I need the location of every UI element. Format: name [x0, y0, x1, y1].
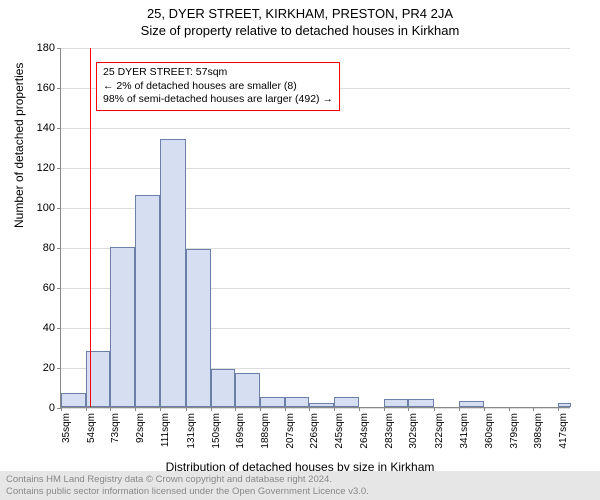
xtick-label: 73sqm — [110, 413, 121, 443]
xtick-label: 322sqm — [434, 413, 445, 449]
xtick-label: 188sqm — [260, 413, 271, 449]
y-axis-label: Number of detached properties — [12, 63, 26, 228]
xtick-mark — [260, 407, 261, 411]
xtick-label: 111sqm — [160, 413, 171, 447]
xtick-mark — [359, 407, 360, 411]
histogram-bar — [160, 139, 186, 407]
chart: 02040608010012014016018035sqm54sqm73sqm9… — [60, 48, 570, 408]
footer-line-1: Contains HM Land Registry data © Crown c… — [6, 474, 594, 485]
gridline — [61, 128, 570, 129]
ytick-label: 160 — [37, 82, 55, 94]
xtick-label: 360sqm — [484, 413, 495, 449]
ytick-mark — [57, 88, 61, 89]
xtick-label: 150sqm — [211, 413, 222, 449]
xtick-label: 54sqm — [86, 413, 97, 443]
xtick-mark — [211, 407, 212, 411]
histogram-bar — [61, 393, 86, 407]
ytick-mark — [57, 328, 61, 329]
gridline — [61, 168, 570, 169]
ytick-mark — [57, 368, 61, 369]
ytick-label: 100 — [37, 202, 55, 214]
xtick-label: 35sqm — [61, 413, 72, 443]
histogram-bar — [211, 369, 236, 407]
info-line-1: 25 DYER STREET: 57sqm — [103, 66, 333, 80]
histogram-bar — [110, 247, 135, 407]
histogram-bar — [186, 249, 211, 407]
histogram-bar — [384, 399, 409, 407]
xtick-label: 398sqm — [533, 413, 544, 449]
xtick-mark — [384, 407, 385, 411]
xtick-label: 302sqm — [408, 413, 419, 449]
histogram-bar — [235, 373, 260, 407]
footer: Contains HM Land Registry data © Crown c… — [0, 471, 600, 500]
xtick-label: 92sqm — [135, 413, 146, 443]
histogram-bar — [408, 399, 434, 407]
page-subtitle: Size of property relative to detached ho… — [0, 21, 600, 38]
xtick-mark — [309, 407, 310, 411]
xtick-label: 226sqm — [309, 413, 320, 449]
ytick-mark — [57, 248, 61, 249]
gridline — [61, 408, 570, 409]
xtick-mark — [484, 407, 485, 411]
ytick-label: 60 — [43, 282, 55, 294]
page-title: 25, DYER STREET, KIRKHAM, PRESTON, PR4 2… — [0, 0, 600, 21]
ytick-mark — [57, 128, 61, 129]
ytick-label: 120 — [37, 162, 55, 174]
xtick-label: 417sqm — [558, 413, 569, 449]
xtick-mark — [86, 407, 87, 411]
ytick-label: 140 — [37, 122, 55, 134]
histogram-bar — [135, 195, 160, 407]
xtick-mark — [110, 407, 111, 411]
xtick-label: 131sqm — [186, 413, 197, 449]
xtick-mark — [334, 407, 335, 411]
ytick-mark — [57, 168, 61, 169]
xtick-mark — [61, 407, 62, 411]
xtick-label: 245sqm — [334, 413, 345, 449]
reference-line — [90, 48, 91, 407]
info-line-3: 98% of semi-detached houses are larger (… — [103, 93, 333, 107]
xtick-mark — [160, 407, 161, 411]
info-line-2: ← 2% of detached houses are smaller (8) — [103, 80, 333, 94]
histogram-bar — [459, 401, 484, 407]
ytick-label: 20 — [43, 362, 55, 374]
xtick-mark — [408, 407, 409, 411]
gridline — [61, 48, 570, 49]
ytick-label: 180 — [37, 42, 55, 54]
ytick-mark — [57, 288, 61, 289]
histogram-bar — [260, 397, 285, 407]
xtick-mark — [558, 407, 559, 411]
xtick-mark — [285, 407, 286, 411]
xtick-mark — [135, 407, 136, 411]
histogram-bar — [309, 403, 334, 407]
histogram-bar — [285, 397, 310, 407]
xtick-mark — [459, 407, 460, 411]
xtick-mark — [533, 407, 534, 411]
histogram-bar — [334, 397, 359, 407]
xtick-label: 283sqm — [384, 413, 395, 449]
ytick-label: 0 — [49, 402, 55, 414]
xtick-mark — [235, 407, 236, 411]
xtick-label: 341sqm — [459, 413, 470, 449]
histogram-bar — [558, 403, 571, 407]
ytick-label: 40 — [43, 322, 55, 334]
xtick-mark — [509, 407, 510, 411]
xtick-label: 169sqm — [235, 413, 246, 449]
footer-line-2: Contains public sector information licen… — [6, 486, 594, 497]
ytick-label: 80 — [43, 242, 55, 254]
xtick-label: 379sqm — [509, 413, 520, 449]
ytick-mark — [57, 208, 61, 209]
ytick-mark — [57, 48, 61, 49]
xtick-mark — [434, 407, 435, 411]
xtick-mark — [186, 407, 187, 411]
xtick-label: 264sqm — [359, 413, 370, 449]
xtick-label: 207sqm — [285, 413, 296, 449]
info-box: 25 DYER STREET: 57sqm ← 2% of detached h… — [96, 62, 340, 111]
